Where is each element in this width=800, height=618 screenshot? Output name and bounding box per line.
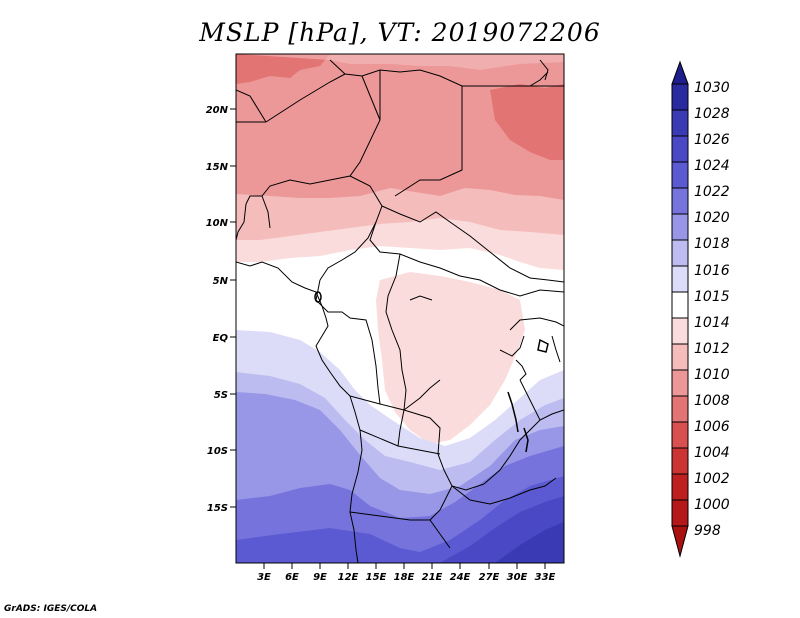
colorbar-segment (671, 317, 689, 345)
lon-label: 21E (422, 572, 443, 583)
colorbar-segment (671, 291, 689, 319)
lat-ticks (230, 108, 236, 508)
colorbar-segment (671, 473, 689, 501)
colorbar-segment (671, 83, 689, 111)
colorbar-label: 1028 (694, 106, 730, 122)
colorbar-label: 1015 (694, 289, 730, 305)
lat-label: 15N (206, 162, 229, 173)
colorbar-label: 1008 (694, 393, 730, 409)
grads-credit: GrADS: IGES/COLA (4, 604, 98, 614)
colorbar-label: 1018 (694, 236, 730, 252)
lat-label: 15S (207, 503, 228, 514)
lat-label: 5N (213, 276, 229, 287)
colorbar-label: 1022 (694, 184, 730, 200)
colorbar-label: 1006 (694, 419, 730, 435)
colorbar-segment (671, 369, 689, 397)
chart-title: MSLP [hPa], VT: 2019072206 (199, 18, 601, 47)
colorbar-label: 1030 (694, 80, 730, 96)
lon-label: 33E (535, 572, 556, 583)
colorbar-segment (671, 265, 689, 293)
colorbar-label: 1012 (694, 341, 730, 357)
colorbar (671, 60, 689, 558)
colorbar-segment (671, 109, 689, 137)
colorbar-top-arrow (671, 60, 689, 85)
map-frame (235, 53, 565, 564)
colorbar-segment (671, 343, 689, 371)
colorbar-label: 1020 (694, 210, 730, 226)
colorbar-bottom-arrow (671, 525, 689, 558)
colorbar-segment (671, 421, 689, 449)
colorbar-segment (671, 499, 689, 527)
lon-label: 15E (366, 572, 387, 583)
colorbar-segment (671, 187, 689, 215)
lon-label: 18E (394, 572, 415, 583)
colorbar-label: 1002 (694, 471, 730, 487)
colorbar-segment (671, 213, 689, 241)
lon-label: 12E (338, 572, 359, 583)
colorbar-segment (671, 135, 689, 163)
pressure-field (236, 54, 564, 563)
colorbar-labels: 1030 1028 1026 1024 1022 1020 1018 1016 … (694, 80, 730, 539)
lat-label: 10S (207, 446, 228, 457)
lon-label: 30E (507, 572, 528, 583)
lat-label: 5S (214, 390, 228, 401)
colorbar-label: 1014 (694, 315, 730, 331)
colorbar-label: 1000 (694, 497, 730, 513)
colorbar-label: 1010 (694, 367, 730, 383)
colorbar-label: 1026 (694, 132, 730, 148)
colorbar-label: 1016 (694, 263, 730, 279)
country-borders (236, 59, 564, 563)
lat-label: EQ (213, 333, 229, 344)
colorbar-label: 1004 (694, 445, 730, 461)
colorbar-label: 998 (694, 523, 721, 539)
lakes (314, 291, 549, 453)
lon-label: 27E (479, 572, 500, 583)
colorbar-segment (671, 395, 689, 423)
colorbar-segment (671, 447, 689, 475)
lat-label: 20N (206, 105, 229, 116)
lat-label: 10N (206, 218, 229, 229)
colorbar-segment (671, 161, 689, 189)
lon-label: 24E (450, 572, 471, 583)
lon-labels: 3E 6E 9E 12E 15E 18E 21E 24E 27E 30E 33E (257, 572, 555, 583)
lon-label: 6E (285, 572, 299, 583)
colorbar-segment (671, 239, 689, 267)
colorbar-label: 1024 (694, 158, 730, 174)
lon-ticks (263, 563, 546, 569)
lat-labels: 20N 15N 10N 5N EQ 5S 10S 15S (206, 105, 229, 514)
lon-label: 9E (313, 572, 327, 583)
lon-label: 3E (257, 572, 271, 583)
